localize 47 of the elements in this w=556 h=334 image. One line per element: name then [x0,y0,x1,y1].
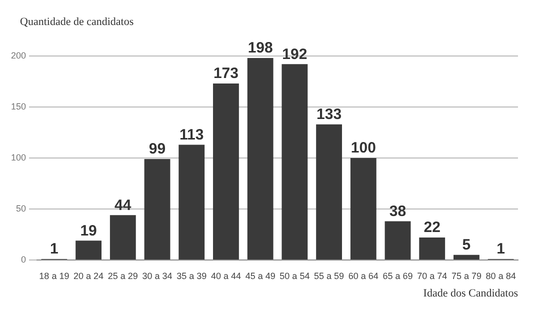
bar [384,221,411,260]
data-label: 113 [180,126,204,144]
x-tick-label: 50 a 54 [280,270,310,281]
bar [178,144,205,260]
x-tick-label: 60 a 64 [348,270,378,281]
x-tick-label: 35 a 39 [176,270,207,281]
bar [76,240,102,260]
x-tick-label: 40 a 44 [210,270,241,281]
bar [350,158,376,260]
x-tick-label: 65 a 69 [382,270,413,281]
bar [454,254,480,260]
data-label: 192 [282,46,308,63]
bar [247,58,274,260]
data-label: 1 [50,240,58,258]
x-tick-label: 80 a 84 [486,270,516,281]
y-tick-label: 150 [10,101,26,112]
x-axis-title: Idade dos Candidatos [423,287,518,300]
data-label: 1 [496,240,505,258]
data-label: 198 [248,40,273,57]
y-tick-label: 100 [10,152,26,162]
y-axis-title: Quantidade de candidatos [19,15,135,30]
bar [282,64,308,260]
bar [316,124,342,260]
bar [419,238,446,260]
x-tick-label: 25 a 29 [108,270,138,281]
data-label: 19 [80,222,97,240]
data-label: 38 [389,202,406,220]
x-tick-label: 45 a 49 [245,270,276,281]
data-label: 100 [350,140,376,157]
bar [144,159,170,260]
data-label: 133 [316,106,342,123]
x-tick-label: 20 a 24 [74,270,104,281]
data-label: 99 [148,140,166,158]
data-label: 22 [424,219,440,236]
data-label: 173 [213,65,238,82]
bar [213,84,239,260]
data-label: 44 [114,196,132,214]
x-tick-label: 75 a 79 [451,270,482,281]
data-label: 5 [462,236,471,254]
y-tick-label: 200 [10,50,26,60]
x-tick-label: 30 a 34 [142,270,172,281]
x-tick-label: 70 a 74 [417,270,448,281]
bar [110,215,136,260]
x-tick-label: 18 a 19 [39,270,70,281]
x-tick-label: 55 a 59 [314,270,344,281]
y-tick-label: 50 [16,203,26,214]
y-tick-label: 0 [21,254,26,264]
